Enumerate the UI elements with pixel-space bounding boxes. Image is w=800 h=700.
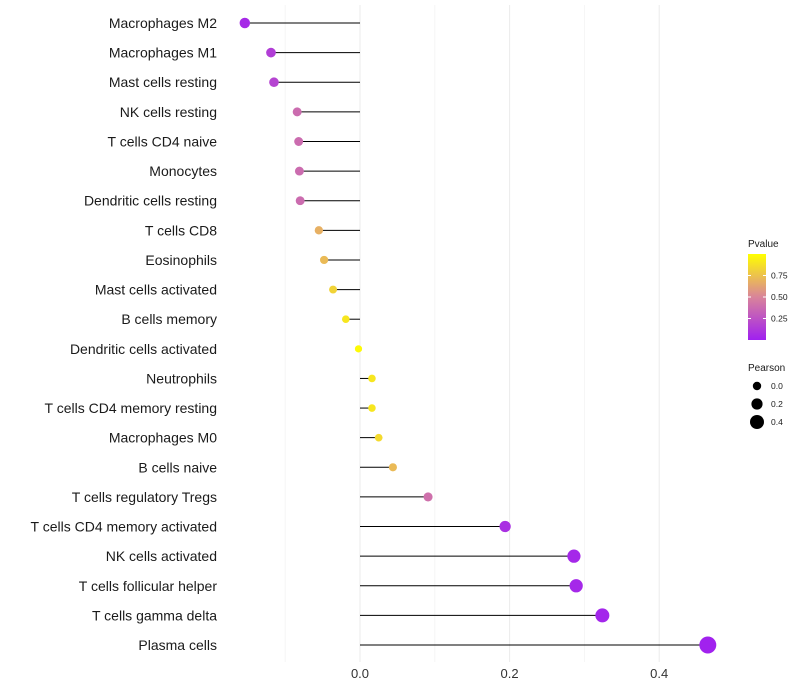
y-axis-label: Dendritic cells activated	[70, 341, 217, 357]
y-axis-label: T cells CD8	[145, 222, 217, 238]
lollipop-point	[292, 107, 302, 117]
y-axis-label: Macrophages M2	[109, 15, 217, 31]
gridlines	[284, 5, 660, 662]
y-axis-label: T cells CD4 memory activated	[31, 519, 217, 535]
lollipop-point	[329, 285, 338, 294]
legend-pearson-tick-label: 0.2	[771, 399, 783, 409]
y-axis-label: T cells gamma delta	[92, 607, 217, 623]
x-tick-label: 0.0	[351, 666, 369, 681]
legend-pvalue-ticks: 0.75 0.50 0.25	[748, 271, 788, 324]
y-axis-label: T cells CD4 memory resting	[45, 400, 217, 416]
lollipop-sticks	[244, 22, 708, 646]
y-axis-label: B cells memory	[121, 311, 217, 327]
y-axis-label: Monocytes	[149, 163, 217, 179]
lollipop-point	[499, 520, 511, 533]
lollipop-point	[294, 137, 304, 146]
legend-pearson-tick-label: 0.4	[771, 417, 783, 427]
y-axis-label: T cells regulatory Tregs	[72, 489, 217, 505]
lollipop-point	[294, 166, 304, 176]
y-axis-label: Mast cells activated	[95, 282, 217, 298]
y-axis-label: Plasma cells	[138, 637, 217, 653]
legend-pearson: Pearson 0.0 0.2 0.4	[748, 363, 785, 429]
legend-pvalue-tick-label: 0.25	[771, 314, 788, 324]
lollipop-point	[368, 404, 376, 412]
y-axis-label: Macrophages M0	[109, 430, 217, 446]
legend-pearson-tick-label: 0.0	[771, 381, 783, 391]
y-axis-labels: Macrophages M2 Macrophages M1 Mast cells r…	[31, 15, 218, 653]
lollipop-point	[269, 77, 279, 88]
legend-pearson-key	[752, 381, 762, 391]
lollipop-point	[314, 226, 324, 235]
lollipop-point	[595, 608, 610, 623]
y-axis-label: NK cells resting	[120, 104, 217, 120]
lollipop-point	[388, 463, 397, 472]
y-axis-label: T cells CD4 naive	[108, 133, 218, 149]
y-axis-label: Macrophages M1	[109, 45, 217, 61]
y-axis-label: Mast cells resting	[109, 74, 217, 90]
lollipop-point	[368, 374, 376, 383]
lollipop-point	[354, 345, 363, 353]
lollipop-point	[239, 17, 251, 29]
x-axis-tick-labels: 0.0 0.2 0.4	[351, 666, 668, 681]
y-axis-label: Neutrophils	[146, 370, 217, 386]
legend-pvalue: Pvalue 0.75 0.50 0.25	[748, 239, 788, 340]
y-axis-label: Dendritic cells resting	[84, 193, 217, 209]
lollipop-point	[341, 315, 350, 324]
lollipop-point	[569, 579, 583, 593]
lollipop-point	[423, 492, 433, 502]
x-tick-label: 0.4	[650, 666, 668, 681]
y-axis-label: B cells naive	[138, 459, 217, 475]
legend-pearson-key	[750, 415, 764, 429]
lollipop-point	[295, 196, 305, 206]
legend-pvalue-title: Pvalue	[748, 239, 779, 250]
lollipop-point	[374, 433, 383, 442]
y-axis-label: Eosinophils	[145, 252, 217, 268]
legend-pearson-keys: 0.0 0.2 0.4	[750, 381, 783, 429]
legend-pvalue-colorbar	[748, 254, 766, 340]
x-tick-label: 0.2	[501, 666, 519, 681]
legend-pearson-title: Pearson	[748, 363, 785, 374]
lollipop-point	[266, 47, 276, 58]
lollipop-point	[319, 255, 329, 265]
legend-pearson-key	[751, 398, 763, 410]
lollipop-point	[699, 636, 717, 654]
lollipop-points	[239, 17, 717, 654]
lollipop-point	[567, 549, 581, 563]
y-axis-label: T cells follicular helper	[79, 578, 218, 594]
legend-pvalue-tick-label: 0.75	[771, 271, 788, 281]
legend-pvalue-tick-label: 0.50	[771, 292, 788, 302]
y-axis-label: NK cells activated	[106, 548, 217, 564]
